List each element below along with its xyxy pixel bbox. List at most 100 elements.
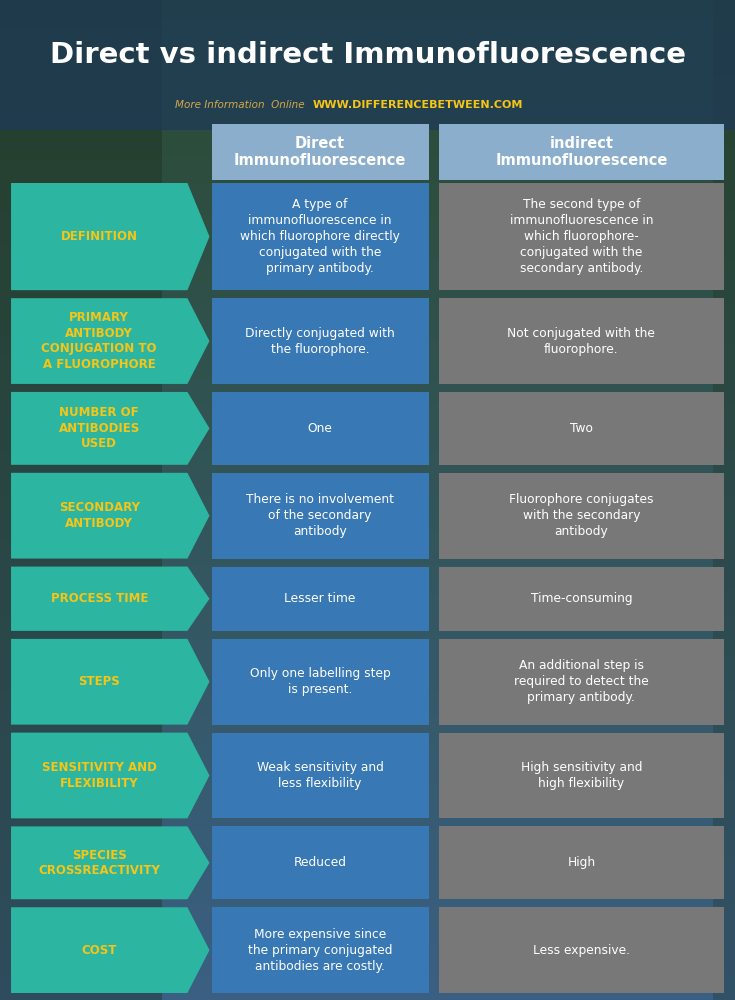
Bar — [0, 230, 735, 235]
Bar — [0, 430, 735, 435]
Bar — [0, 795, 735, 800]
Text: COST: COST — [82, 944, 117, 957]
Bar — [0, 970, 735, 975]
Bar — [0, 990, 735, 995]
Bar — [0, 185, 735, 190]
Bar — [0, 30, 735, 35]
Bar — [0, 455, 735, 460]
Bar — [0, 655, 735, 660]
Bar — [0, 905, 735, 910]
Bar — [0, 895, 735, 900]
Bar — [0, 350, 735, 355]
Bar — [212, 392, 429, 465]
Text: High sensitivity and
high flexibility: High sensitivity and high flexibility — [520, 761, 642, 790]
Bar — [0, 955, 735, 960]
Bar — [0, 515, 735, 520]
Text: NUMBER OF
ANTIBODIES
USED: NUMBER OF ANTIBODIES USED — [59, 406, 140, 450]
Bar — [0, 50, 735, 55]
Text: indirect
Immunofluorescence: indirect Immunofluorescence — [495, 136, 667, 168]
Bar — [0, 825, 735, 830]
Bar — [0, 605, 735, 610]
Bar — [0, 250, 735, 255]
Bar — [0, 225, 735, 230]
Polygon shape — [11, 473, 209, 559]
Bar — [0, 975, 735, 980]
Bar — [0, 420, 735, 425]
Bar — [0, 880, 735, 885]
Bar — [0, 810, 735, 815]
Text: Fluorophore conjugates
with the secondary
antibody: Fluorophore conjugates with the secondar… — [509, 493, 653, 538]
Bar — [0, 135, 735, 140]
Bar — [0, 295, 735, 300]
Text: PRIMARY
ANTIBODY
CONJUGATION TO
A FLUOROPHORE: PRIMARY ANTIBODY CONJUGATION TO A FLUORO… — [41, 311, 157, 371]
Bar — [0, 740, 735, 745]
Bar — [0, 90, 735, 95]
Bar — [0, 210, 735, 215]
Bar — [0, 815, 735, 820]
Bar — [0, 55, 735, 60]
Bar — [0, 980, 735, 985]
Bar — [0, 120, 735, 125]
Bar — [0, 590, 735, 595]
Text: One: One — [308, 422, 332, 435]
Bar — [0, 770, 735, 775]
Bar — [0, 940, 735, 945]
Bar — [0, 550, 735, 555]
Bar — [0, 860, 735, 865]
Bar — [0, 670, 735, 675]
Bar — [212, 567, 429, 631]
Bar — [0, 720, 735, 725]
Bar — [0, 665, 735, 670]
Bar — [439, 473, 724, 559]
Bar — [0, 630, 735, 635]
Bar — [0, 240, 735, 245]
Bar — [0, 450, 735, 455]
Bar — [0, 365, 735, 370]
Bar — [212, 183, 429, 290]
Polygon shape — [11, 567, 209, 631]
Bar — [0, 890, 735, 895]
Bar — [0, 775, 735, 780]
Bar — [0, 0, 162, 1000]
Bar — [0, 145, 735, 150]
Bar — [0, 580, 735, 585]
Bar — [0, 805, 735, 810]
Bar — [0, 220, 735, 225]
Bar — [0, 310, 735, 315]
Text: STEPS: STEPS — [79, 675, 120, 688]
Text: More Information  Online: More Information Online — [176, 100, 305, 110]
Bar — [0, 25, 735, 30]
Bar — [0, 735, 735, 740]
Bar — [0, 575, 735, 580]
Bar — [0, 755, 735, 760]
Bar — [212, 639, 429, 725]
Bar — [0, 405, 735, 410]
Bar — [0, 915, 735, 920]
Bar — [0, 715, 735, 720]
Bar — [0, 400, 735, 405]
Bar — [0, 710, 735, 715]
Bar — [0, 640, 735, 645]
Bar — [0, 830, 735, 835]
Text: More expensive since
the primary conjugated
antibodies are costly.: More expensive since the primary conjuga… — [248, 928, 392, 973]
Bar — [0, 480, 735, 485]
Bar — [0, 635, 735, 640]
Bar — [0, 690, 735, 695]
Bar — [0, 595, 735, 600]
Text: SECONDARY
ANTIBODY: SECONDARY ANTIBODY — [59, 501, 140, 530]
Bar — [713, 0, 735, 1000]
Bar — [0, 485, 735, 490]
Bar — [0, 965, 735, 970]
Polygon shape — [11, 907, 209, 993]
Bar — [0, 255, 735, 260]
Polygon shape — [11, 392, 209, 465]
Text: The second type of
immunofluorescence in
which fluorophore-
conjugated with the
: The second type of immunofluorescence in… — [509, 198, 653, 275]
Bar — [0, 115, 735, 120]
Text: DEFINITION: DEFINITION — [61, 230, 137, 243]
Bar — [0, 555, 735, 560]
Bar — [0, 440, 735, 445]
Text: PROCESS TIME: PROCESS TIME — [51, 592, 148, 605]
Bar — [0, 0, 735, 5]
Text: A type of
immunofluorescence in
which fluorophore directly
conjugated with the
p: A type of immunofluorescence in which fl… — [240, 198, 400, 275]
Bar — [0, 695, 735, 700]
